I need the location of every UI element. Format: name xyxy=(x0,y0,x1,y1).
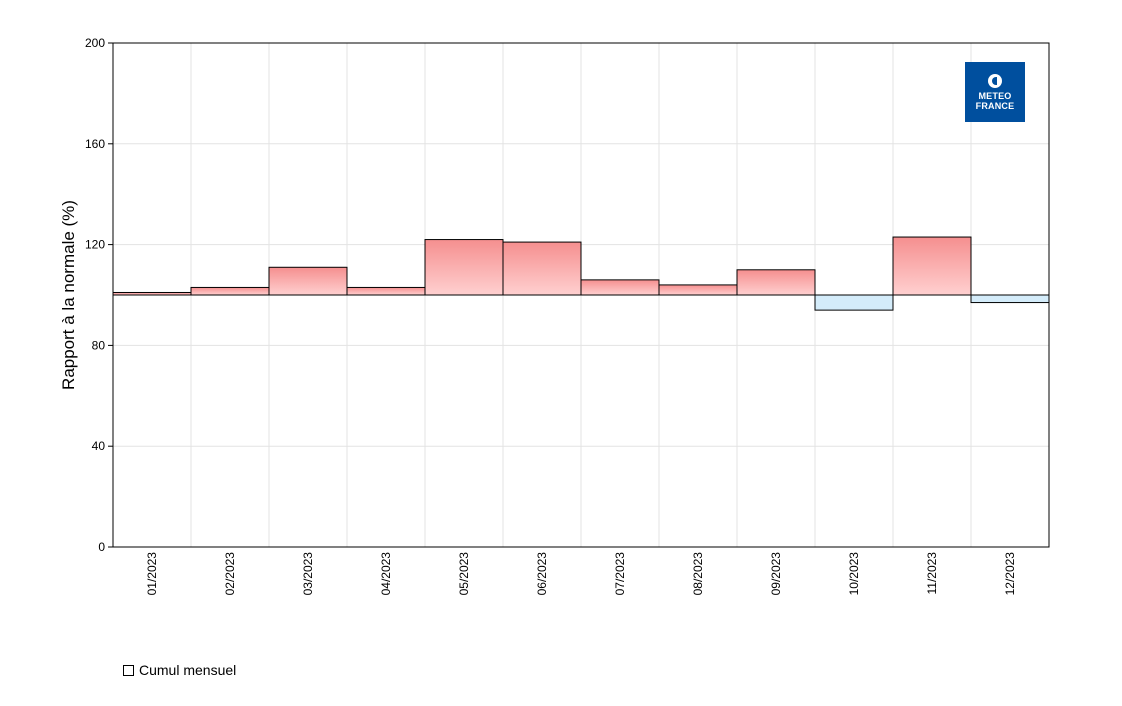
y-tick-label: 0 xyxy=(98,540,105,554)
x-tick-label: 01/2023 xyxy=(145,552,159,596)
meteo-france-logo: METEO FRANCE xyxy=(965,62,1025,122)
bar-12-2023 xyxy=(970,294,1050,304)
x-tick-label: 12/2023 xyxy=(1003,552,1017,596)
x-tick-label: 11/2023 xyxy=(925,552,939,595)
x-tick-label: 02/2023 xyxy=(223,552,237,596)
logo-line-2: FRANCE xyxy=(975,100,1015,111)
bar-09-2023 xyxy=(736,269,816,296)
bar-06-2023 xyxy=(502,241,582,296)
logo-line-1: METEO xyxy=(978,90,1012,101)
x-tick-label: 07/2023 xyxy=(613,552,627,596)
x-tick-label: 09/2023 xyxy=(769,552,783,596)
bar-10-2023 xyxy=(814,294,894,311)
bar-02-2023 xyxy=(190,286,270,296)
axes: 0 40 80 120 160 200 01/2023 02/2023 03/2023 04/20… xyxy=(85,36,1050,596)
x-tick-label: 08/2023 xyxy=(691,552,705,596)
x-tick-label: 03/2023 xyxy=(301,552,315,596)
x-tick-label: 10/2023 xyxy=(847,552,861,596)
meteo-france-emblem-icon xyxy=(988,73,1002,88)
bar-04-2023 xyxy=(346,286,426,296)
y-axis-title: Rapport à la normale (%) xyxy=(59,200,78,390)
plot-frame xyxy=(112,42,1050,548)
bar-05-2023 xyxy=(424,239,504,296)
y-tick-label: 40 xyxy=(92,439,106,453)
x-tick-label: 04/2023 xyxy=(379,552,393,596)
x-tick-label: 05/2023 xyxy=(457,552,471,596)
bar-11-2023 xyxy=(892,236,972,296)
y-tick-label: 80 xyxy=(92,338,106,352)
bar-03-2023 xyxy=(268,266,348,296)
bars xyxy=(112,236,1050,311)
legend-label: Cumul mensuel xyxy=(139,662,237,678)
y-tick-label: 200 xyxy=(85,36,105,50)
y-tick-label: 160 xyxy=(85,137,105,151)
bar-07-2023 xyxy=(580,279,660,296)
bar-08-2023 xyxy=(658,284,738,296)
legend: Cumul mensuel xyxy=(123,662,236,678)
legend-swatch xyxy=(123,664,134,676)
y-tick-label: 120 xyxy=(85,238,105,252)
x-tick-label: 06/2023 xyxy=(535,552,549,596)
